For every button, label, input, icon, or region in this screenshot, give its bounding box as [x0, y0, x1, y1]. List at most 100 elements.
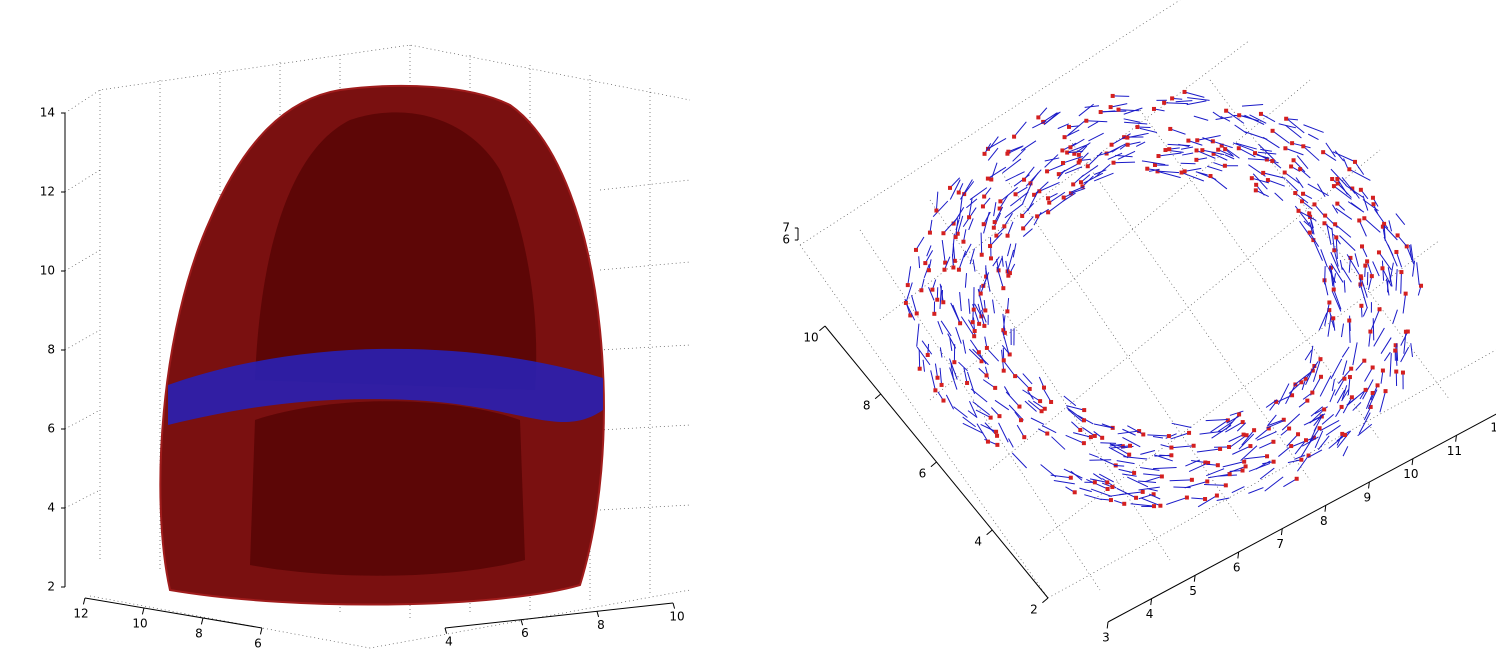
tick-label: 6 [254, 637, 262, 650]
vector-marker [1006, 234, 1010, 238]
vector-marker [1158, 504, 1162, 508]
vector-arrow [1147, 489, 1158, 491]
vector-marker [1322, 407, 1326, 411]
vector-marker [1109, 498, 1113, 502]
tick-mark [1107, 622, 1108, 628]
vector-arrow [1068, 409, 1082, 421]
tick-mark [1369, 482, 1370, 488]
tick-mark [1456, 435, 1457, 441]
vector-arrow [1014, 122, 1026, 137]
vector-marker [1022, 435, 1026, 439]
tick-mark [201, 618, 203, 624]
vector-marker [1077, 153, 1081, 157]
vector-arrow [917, 324, 919, 347]
vector-arrow [1097, 164, 1111, 176]
vector-marker [997, 414, 1001, 418]
vector-marker [967, 215, 971, 219]
vector-arrow [1259, 442, 1273, 448]
vector-marker [995, 434, 999, 438]
tick-mark [260, 628, 262, 634]
vector-arrow [1273, 131, 1290, 144]
vector-arrow [1051, 475, 1071, 478]
vector-arrow [1176, 101, 1193, 102]
vector-arrow [981, 233, 982, 255]
tick-label: 10 [1403, 467, 1418, 481]
vector-arrow [959, 196, 962, 219]
vector-marker [923, 261, 927, 265]
tick-mark [1325, 505, 1326, 511]
vector-marker [1190, 478, 1194, 482]
vector-marker [1086, 164, 1090, 168]
vector-marker [989, 416, 993, 420]
vector-marker [1028, 387, 1032, 391]
vector-marker [1093, 434, 1097, 438]
vector-marker [1224, 483, 1228, 487]
vector-marker [977, 322, 981, 326]
vector-arrow [1260, 149, 1272, 151]
vector-marker [1322, 221, 1326, 225]
vector-arrow [994, 202, 996, 216]
vector-marker [1261, 171, 1265, 175]
vector-marker [1331, 316, 1335, 320]
vector-arrow [993, 257, 1000, 266]
vector-arrow [940, 347, 942, 357]
vector-arrow [1233, 143, 1253, 151]
vector-marker [981, 204, 985, 208]
vector-marker [1071, 182, 1075, 186]
vector-marker [1318, 357, 1322, 361]
vector-marker [954, 235, 958, 239]
tick-label: 5 [1189, 584, 1197, 598]
vector-arrow [1396, 214, 1405, 225]
vector-marker [1227, 445, 1231, 449]
vector-marker [1404, 292, 1408, 296]
vector-arrow [1147, 435, 1169, 436]
vector-arrow [1023, 374, 1032, 384]
tick-label: 4 [445, 635, 453, 649]
vector-arrow [953, 407, 967, 418]
vector-marker [983, 152, 987, 156]
vector-arrow [1223, 462, 1244, 467]
vector-arrow [1261, 114, 1275, 122]
vector-arrow [931, 370, 936, 390]
vector-arrow [1368, 276, 1371, 290]
vector-marker [1370, 274, 1374, 278]
vector-marker [1013, 374, 1017, 378]
vector-marker [1319, 375, 1323, 379]
vector-arrow [1384, 352, 1390, 361]
vector-marker [1215, 494, 1219, 498]
vector-marker [1006, 274, 1010, 278]
vector-arrow [1364, 218, 1380, 232]
vector-arrow [960, 292, 962, 311]
vector-marker [1271, 129, 1275, 133]
vector-marker [1223, 164, 1227, 168]
vector-marker [1289, 164, 1293, 168]
vector-arrow [1166, 498, 1187, 505]
vector-marker [1335, 177, 1339, 181]
vector-arrow [1089, 454, 1099, 458]
tick-label: 6 [47, 422, 55, 436]
vector-arrow [1123, 457, 1147, 459]
vector-arrow [1145, 476, 1162, 481]
vector-marker [972, 334, 976, 338]
vector-marker [1393, 349, 1397, 353]
vector-marker [1156, 154, 1160, 158]
vector-arrow [1285, 148, 1303, 155]
vector-arrow [1343, 397, 1352, 413]
vector-marker [1305, 399, 1309, 403]
vector-marker [1185, 496, 1189, 500]
tick-label: 4 [1146, 607, 1154, 621]
vector-marker [993, 220, 997, 224]
grid-lines [800, 0, 1496, 598]
vector-arrow [963, 417, 976, 427]
vector-marker [1216, 463, 1220, 467]
vector-marker [1265, 454, 1269, 458]
vector-marker [926, 353, 930, 357]
vector-marker [1122, 502, 1126, 506]
tick-mark [1412, 459, 1413, 465]
vector-arrow [1310, 346, 1313, 363]
vector-marker [961, 240, 965, 244]
vector-arrow [1026, 170, 1041, 187]
vector-arrow [1102, 111, 1126, 112]
vector-marker [1014, 192, 1018, 196]
vector-arrow [1207, 166, 1222, 171]
